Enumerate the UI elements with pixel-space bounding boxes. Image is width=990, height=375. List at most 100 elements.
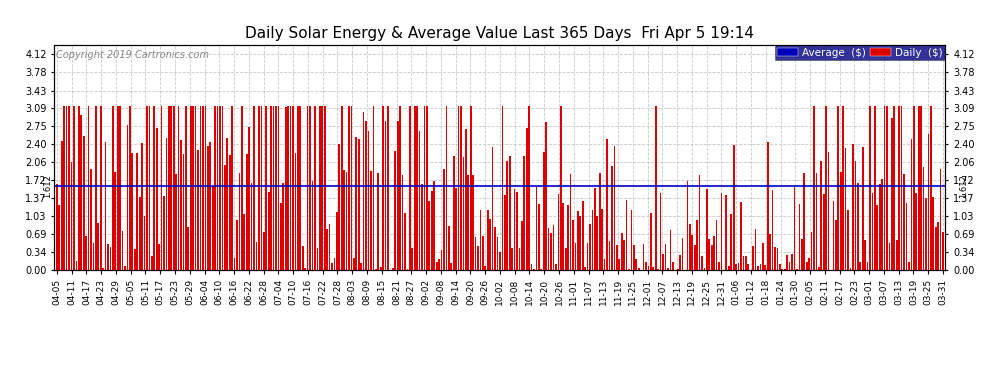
Bar — [742, 256, 744, 270]
Bar — [436, 262, 438, 270]
Bar — [898, 106, 900, 270]
Bar — [460, 106, 462, 270]
Bar — [555, 264, 556, 270]
Bar — [385, 121, 386, 270]
Bar — [565, 248, 566, 270]
Bar — [879, 184, 880, 270]
Bar — [794, 186, 795, 270]
Bar — [811, 232, 813, 270]
Bar — [482, 236, 484, 270]
Bar — [370, 171, 372, 270]
Bar — [452, 156, 454, 270]
Bar — [645, 262, 646, 270]
Bar — [562, 203, 564, 270]
Bar — [97, 222, 99, 270]
Bar — [587, 243, 588, 270]
Bar — [701, 255, 703, 270]
Bar — [299, 106, 301, 270]
Bar — [816, 173, 818, 270]
Bar — [312, 181, 314, 270]
Bar — [387, 106, 389, 270]
Bar — [636, 259, 638, 270]
Bar — [536, 187, 538, 270]
Bar — [677, 269, 678, 270]
Bar — [560, 106, 561, 270]
Bar — [852, 144, 853, 270]
Bar — [105, 142, 106, 270]
Bar — [789, 262, 790, 270]
Bar — [772, 190, 773, 270]
Bar — [672, 262, 673, 270]
Bar — [733, 145, 735, 270]
Bar — [158, 244, 160, 270]
Bar — [706, 189, 708, 270]
Bar — [736, 264, 737, 270]
Bar — [903, 174, 905, 270]
Bar — [377, 173, 379, 270]
Bar — [696, 220, 698, 270]
Bar — [163, 196, 165, 270]
Bar — [752, 246, 754, 270]
Bar — [767, 142, 768, 270]
Bar — [938, 222, 939, 270]
Bar — [239, 173, 241, 270]
Bar — [801, 239, 803, 270]
Bar — [260, 106, 262, 270]
Bar — [589, 224, 591, 270]
Bar — [360, 262, 362, 270]
Bar — [866, 262, 868, 270]
Bar — [582, 201, 583, 270]
Bar — [889, 243, 890, 270]
Bar — [227, 138, 228, 270]
Bar — [134, 249, 136, 270]
Bar — [913, 106, 915, 270]
Bar — [923, 166, 925, 270]
Bar — [628, 269, 630, 270]
Bar — [195, 106, 196, 270]
Bar — [348, 106, 349, 270]
Bar — [336, 212, 338, 270]
Bar — [497, 237, 498, 270]
Bar — [56, 184, 57, 270]
Bar — [277, 106, 279, 270]
Bar — [292, 106, 294, 270]
Bar — [150, 256, 152, 270]
Bar — [662, 254, 664, 270]
Bar — [394, 151, 396, 270]
Bar — [492, 147, 493, 270]
Bar — [799, 204, 800, 270]
Bar — [652, 267, 654, 270]
Bar — [738, 263, 740, 270]
Bar — [529, 106, 530, 270]
Bar — [759, 264, 761, 270]
Bar — [462, 158, 464, 270]
Bar — [173, 106, 174, 270]
Bar — [322, 106, 323, 270]
Bar — [107, 244, 109, 270]
Bar — [659, 194, 661, 270]
Bar — [776, 248, 778, 270]
Bar — [441, 251, 443, 270]
Bar — [726, 195, 728, 270]
Title: Daily Solar Energy & Average Value Last 365 Days  Fri Apr 5 19:14: Daily Solar Energy & Average Value Last … — [246, 26, 754, 41]
Bar — [864, 240, 866, 270]
Bar — [302, 246, 304, 270]
Bar — [886, 106, 888, 270]
Bar — [494, 226, 496, 270]
Bar — [117, 106, 119, 270]
Bar — [92, 243, 94, 270]
Bar — [614, 146, 615, 270]
Bar — [248, 127, 250, 270]
Bar — [70, 162, 72, 270]
Bar — [657, 268, 659, 270]
Bar — [509, 156, 511, 270]
Bar — [139, 197, 141, 270]
Bar — [786, 255, 788, 270]
Bar — [95, 106, 97, 270]
Bar — [484, 266, 486, 270]
Bar — [61, 141, 62, 270]
Bar — [90, 169, 92, 270]
Bar — [840, 172, 842, 270]
Bar — [280, 203, 282, 270]
Bar — [185, 106, 187, 270]
